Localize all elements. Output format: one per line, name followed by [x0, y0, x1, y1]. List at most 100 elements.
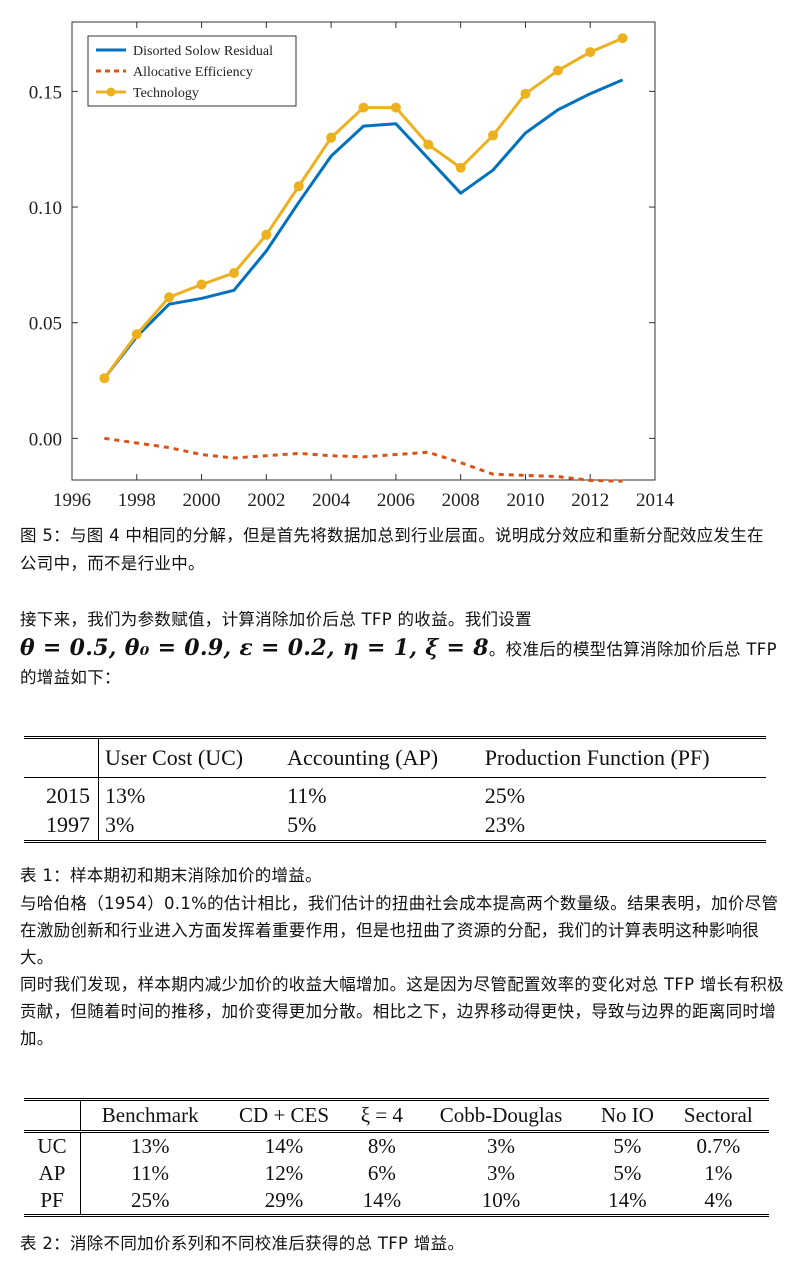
table-header-cell: Benchmark: [80, 1099, 220, 1133]
x-tick-label: 2012: [571, 490, 609, 511]
paragraph-text: 接下来，我们为参数赋值，计算消除加价后总 TFP 的收益。我们设置: [20, 610, 532, 629]
data-point-technology: [164, 292, 175, 303]
table-row: PF 25% 29% 14% 10% 14% 4%: [24, 1187, 769, 1216]
paragraph-parameters: 接下来，我们为参数赋值，计算消除加价后总 TFP 的收益。我们设置 θ = 0.…: [20, 606, 785, 692]
legend-label: Technology: [133, 86, 199, 101]
data-point-technology: [488, 130, 499, 141]
table-header-cell: ξ = 4: [348, 1099, 415, 1133]
table-cell: 10%: [481, 1188, 521, 1213]
table-header-row: Benchmark CD + CES ξ = 4 Cobb-Douglas No…: [24, 1099, 769, 1133]
table-cell: 29%: [264, 1188, 304, 1213]
axes: 1996 1998 2000 2002 2004 2006 2008 2010 2012 2014…: [29, 22, 675, 511]
table-cell: 23%: [484, 811, 526, 837]
data-point-technology: [552, 65, 563, 76]
plot-frame: [71, 21, 656, 481]
legend-box: [87, 35, 297, 107]
table-cell: 5%: [287, 811, 317, 837]
table-cell: 3%: [487, 1133, 515, 1158]
data-point-technology: [390, 102, 401, 113]
data-point-technology: [261, 229, 272, 240]
data-point-technology: [617, 33, 628, 44]
legend-label: Disorted Solow Residual: [133, 44, 273, 59]
data-point-technology: [423, 139, 434, 150]
data-point-technology: [585, 47, 596, 58]
table-header-cell: Production Function (PF): [478, 737, 766, 778]
x-tick-label: 2000: [183, 490, 221, 511]
parameter-equation: θ = 0.5, θ₀ = 0.9, ε = 0.2, η = 1, ξ = 8: [20, 635, 489, 661]
table-row: 2015 13% 11% 25%: [24, 777, 766, 810]
data-point-technology: [455, 162, 466, 173]
data-point-technology: [520, 88, 531, 99]
table-cell: 3%: [487, 1161, 515, 1185]
data-point-technology: [99, 373, 110, 384]
paragraph-text: 。校准后的模型估算消除加价后总 TFP 的增益如下：: [20, 640, 777, 687]
table-header-cell: Sectoral: [667, 1099, 769, 1133]
legend: Disorted Solow Residual Allocative Effici…: [87, 35, 297, 107]
table-cell: 5%: [613, 1161, 642, 1185]
y-tick-label: 0.05: [29, 314, 62, 335]
data-point-technology: [358, 102, 369, 113]
table-cell: 6%: [367, 1161, 396, 1185]
table-header-cell: Accounting (AP): [281, 737, 479, 778]
table-header-cell: No IO: [587, 1099, 668, 1133]
table-cell: 5%: [613, 1133, 642, 1158]
data-point-technology: [326, 132, 337, 143]
table-cell: 8%: [367, 1133, 396, 1158]
table1-caption: 表 1：样本期初和期末消除加价的增益。: [20, 866, 322, 885]
table-header-cell: Cobb-Douglas: [414, 1099, 588, 1133]
table-cell: 11%: [131, 1161, 170, 1185]
legend-label: Allocative Efficiency: [133, 65, 253, 80]
row-label: PF: [24, 1187, 81, 1216]
y-tick-label: 0.15: [29, 82, 62, 103]
table-header-cell: [24, 737, 99, 778]
figure-caption: 图 5：与图 4 中相同的分解，但是首先将数据加总到行业层面。说明成分效应和重新…: [20, 526, 764, 573]
paragraph-discussion: 与哈伯格（1954）0.1%的估计相比，我们估计的扭曲社会成本提高两个数量级。结…: [20, 890, 790, 1052]
table-cell: 14%: [608, 1188, 647, 1213]
x-tick-label: 2014: [636, 490, 675, 511]
row-label: AP: [24, 1159, 81, 1188]
table-markup-gains: User Cost (UC) Accounting (AP) Productio…: [24, 736, 766, 843]
table-row: UC 13% 14% 8% 3% 5% 0.7%: [24, 1131, 769, 1160]
table-cell: 4%: [704, 1188, 733, 1213]
paragraph-text: 与哈伯格（1954）0.1%的估计相比，我们估计的扭曲社会成本提高两个数量级。结…: [20, 894, 779, 967]
table-header-cell: [24, 1099, 81, 1133]
data-point-technology: [293, 181, 304, 192]
table-robustness: Benchmark CD + CES ξ = 4 Cobb-Douglas No…: [24, 1098, 769, 1217]
table-row: 1997 3% 5% 23%: [24, 809, 766, 842]
data-point-technology: [131, 329, 142, 340]
table-cell: 0.7%: [696, 1133, 741, 1158]
table-cell: 25%: [130, 1188, 170, 1213]
y-tick-label: 0.00: [29, 429, 62, 450]
series-layer: [99, 33, 628, 483]
x-tick-label: 2004: [312, 490, 351, 511]
table-cell: 13%: [105, 782, 146, 808]
row-label: 2015: [24, 777, 99, 810]
table-cell: 1%: [704, 1161, 733, 1185]
data-point-technology: [196, 279, 207, 290]
table-cell: 14%: [264, 1133, 304, 1158]
x-tick-label: 2002: [247, 490, 285, 511]
series-line-disorted-solow-residual: [103, 78, 624, 380]
x-tick-label: 1996: [53, 490, 91, 511]
table-cell: 11%: [287, 782, 327, 808]
legend-marker: [106, 87, 116, 97]
table-header-cell: User Cost (UC): [98, 737, 282, 778]
table-row: AP 11% 12% 6% 3% 5% 1%: [24, 1159, 769, 1188]
x-tick-label: 1998: [118, 490, 156, 511]
row-label: 1997: [24, 809, 99, 842]
paragraph-text: 同时我们发现，样本期内减少加价的收益大幅增加。这是因为尽管配置效率的变化对总 T…: [20, 975, 784, 1048]
x-tick-label: 2010: [506, 490, 544, 511]
x-tick-label: 2008: [442, 490, 480, 511]
table-cell: 25%: [484, 782, 526, 808]
line-chart: 1996 1998 2000 2002 2004 2006 2008 2010 2012 2014…: [29, 21, 675, 511]
table-cell: 3%: [105, 811, 135, 837]
table-header-row: User Cost (UC) Accounting (AP) Productio…: [24, 737, 766, 778]
y-tick-label: 0.10: [29, 198, 62, 219]
table2-caption: 表 2：消除不同加价系列和不同校准后获得的总 TFP 增益。: [20, 1234, 465, 1253]
data-point-technology: [228, 267, 239, 278]
series-line-allocative-efficiency: [104, 436, 623, 483]
row-label: UC: [24, 1131, 81, 1160]
table-cell: 14%: [362, 1188, 402, 1213]
table-header-cell: CD + CES: [219, 1099, 349, 1133]
x-tick-label: 2006: [377, 490, 415, 511]
